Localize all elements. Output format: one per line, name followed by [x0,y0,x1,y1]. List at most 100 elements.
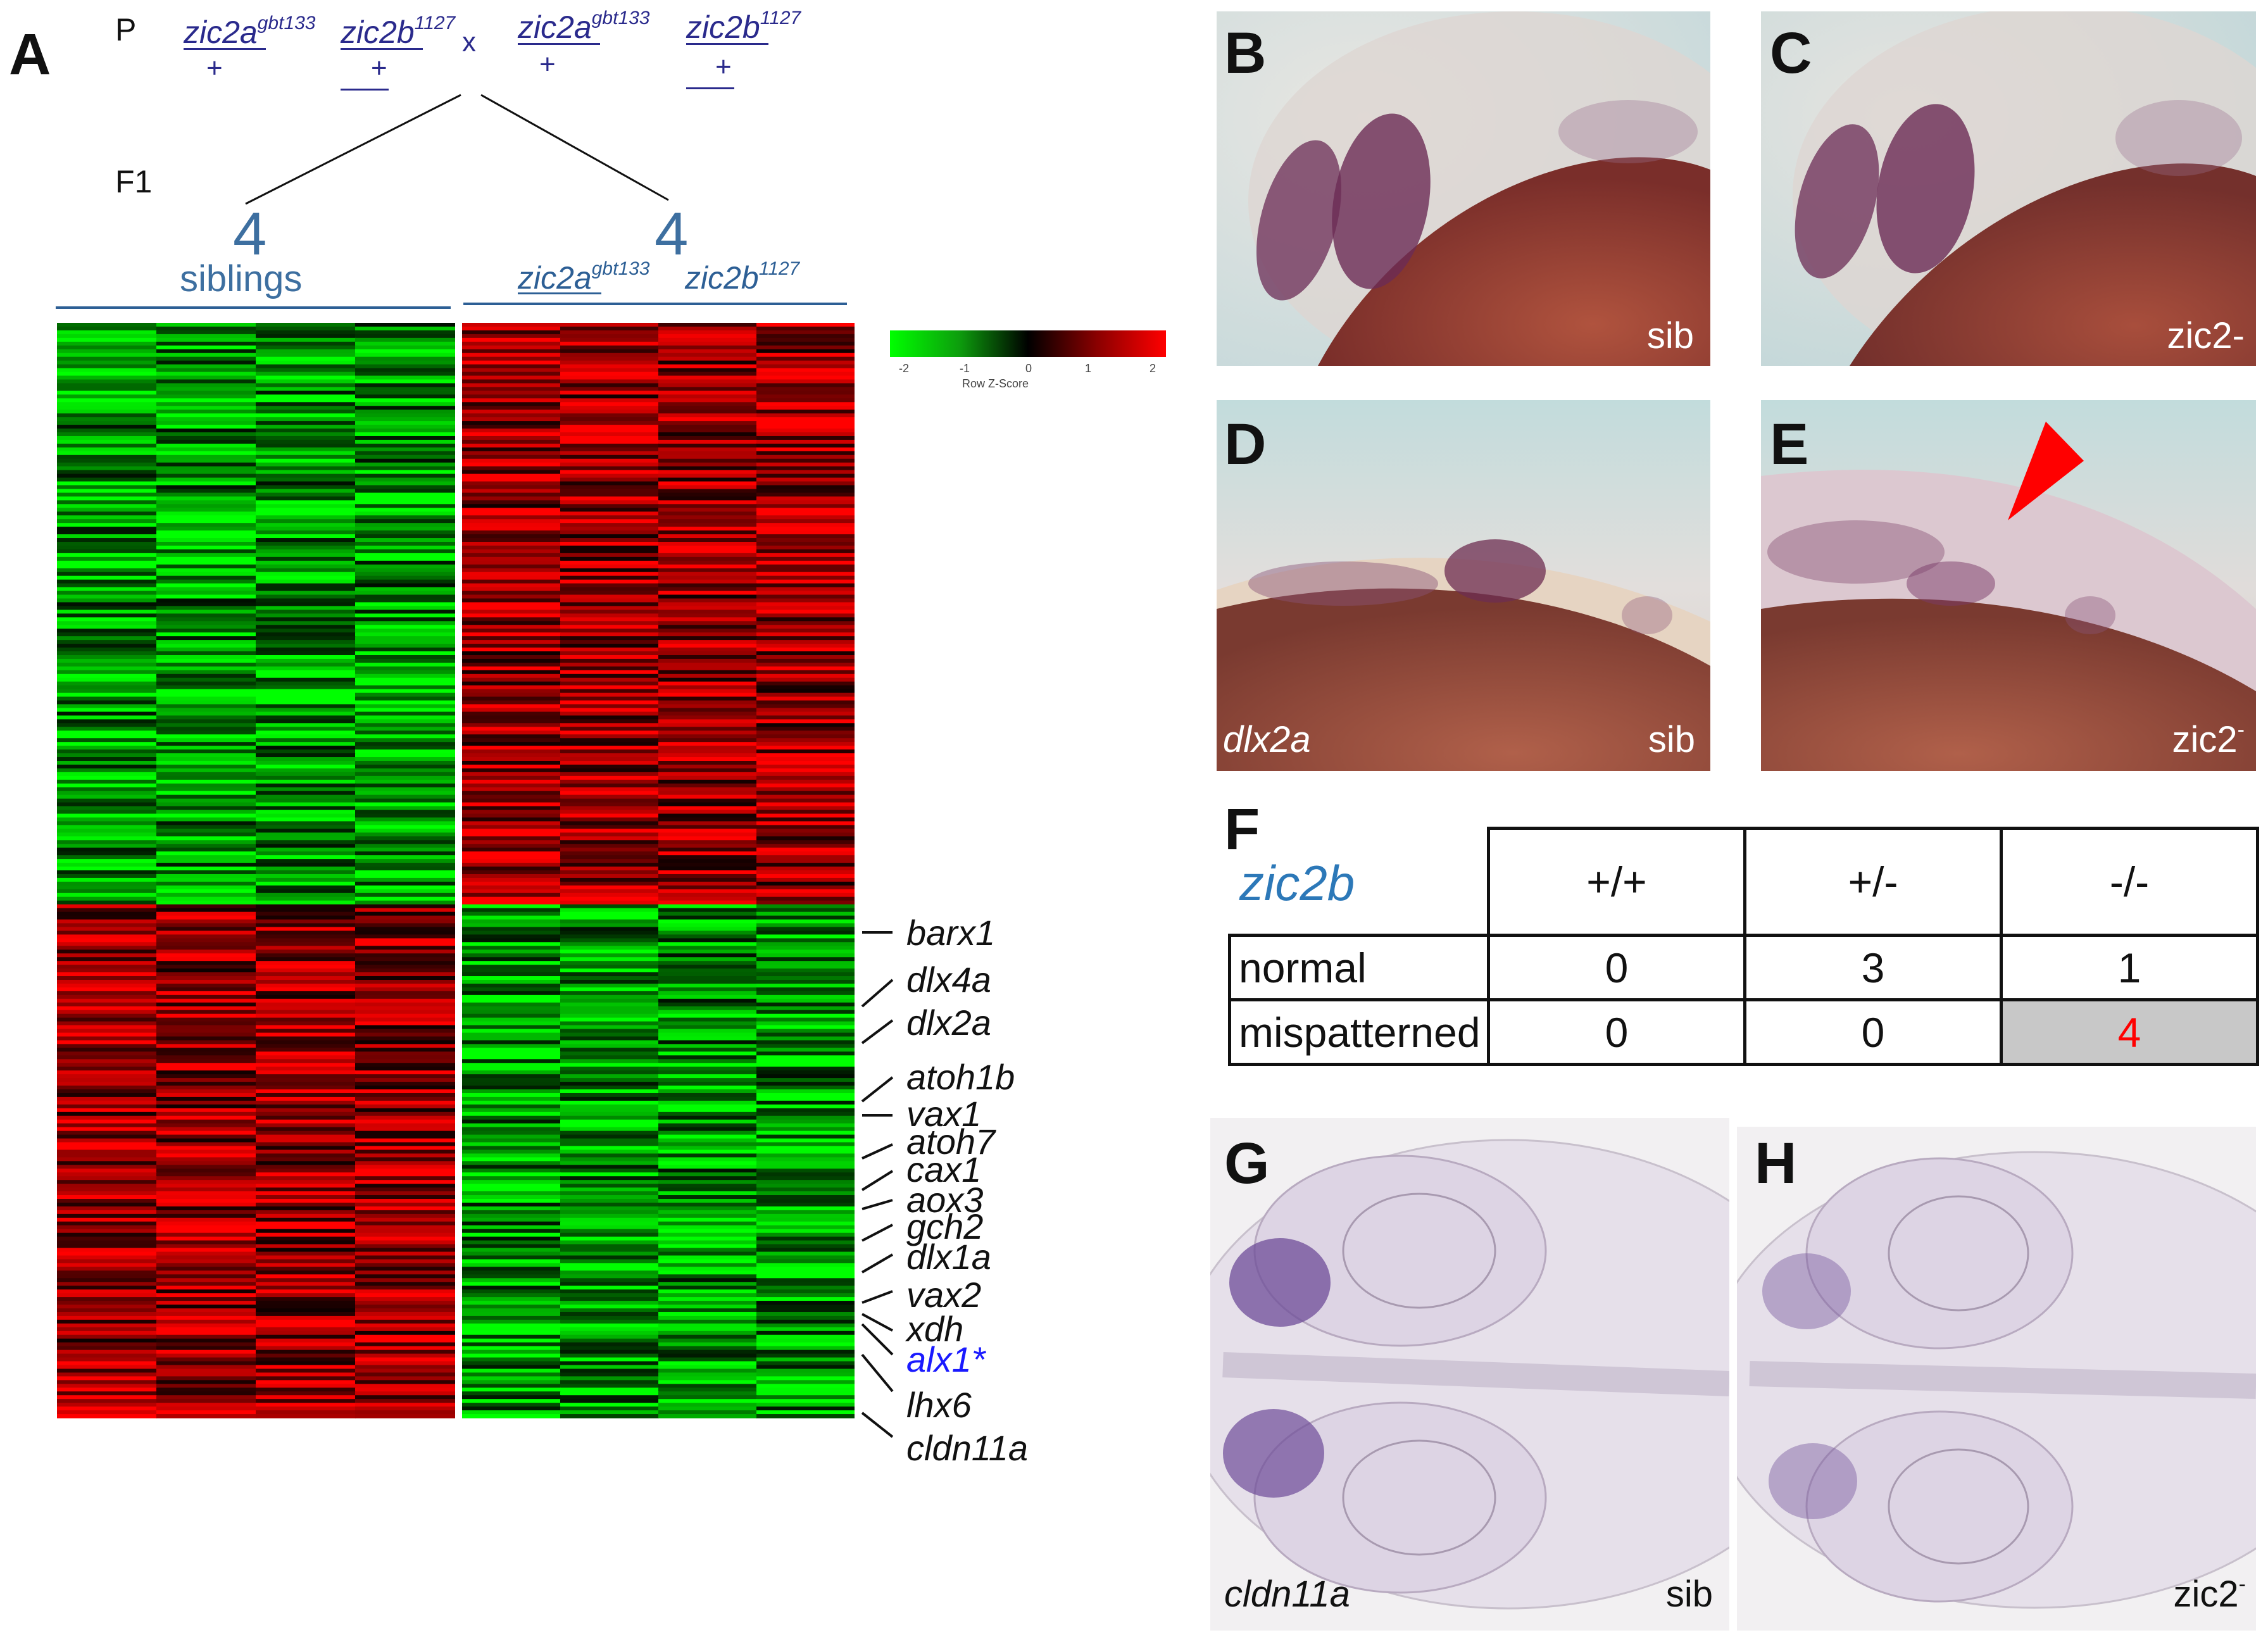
heatmap-cell [256,734,356,739]
heatmap-cell [756,1361,855,1366]
panel-label-a: A [9,22,51,87]
heatmap-cell [560,523,659,527]
heatmap-cell [256,1293,356,1298]
heatmap-cell [355,470,455,475]
heatmap-cell [756,855,855,860]
heatmap-cell [462,406,561,410]
heatmap-cell [756,930,855,936]
heatmap-cell [355,644,455,648]
heatmap-cell [355,587,455,592]
heatmap-cell [462,870,561,875]
gene-label-d: dlx2a [1223,719,1311,760]
heatmap-cell [156,466,256,471]
gene-label-lhx6: lhx6 [906,1385,972,1425]
heatmap-cell [256,738,356,742]
heatmap-cell [756,417,855,422]
heatmap-cell [462,961,561,965]
heatmap-cell [256,636,356,641]
heatmap-cell [462,632,561,637]
heatmap-cell [658,368,757,373]
heatmap-cell [156,775,256,780]
heatmap-cell [355,1410,455,1415]
heatmap-cell [560,794,659,799]
heatmap-cell [658,946,757,950]
heatmap-cell [756,466,855,471]
heatmap-cell [57,1100,157,1105]
heatmap-cell [57,391,157,395]
heatmap-cell [658,1248,757,1253]
heatmap-cell [462,644,561,648]
parent2-lower-line [341,89,389,91]
heatmap-cell [658,968,757,973]
heatmap-cell [560,621,659,625]
heatmap-cell [256,934,356,939]
heatmap-cell [756,1301,855,1305]
heatmap-cell [462,1240,561,1245]
heatmap-cell [355,877,455,882]
heatmap-cell [462,587,561,592]
heatmap-cell [57,1176,157,1181]
heatmap-cell [658,670,757,675]
heatmap-cell [756,1350,855,1355]
heatmap-cell [658,911,757,917]
heatmap-cell [658,1255,757,1260]
heatmap-cell [756,1259,855,1264]
heatmap-cell [355,848,455,852]
heatmap-cell [355,1384,455,1388]
heatmap-cell [462,1315,561,1320]
heatmap-cell [462,648,561,652]
heatmap-cell [756,1315,855,1320]
heatmap-cell [57,1308,157,1313]
heatmap-cell [756,443,855,448]
gene-label-vax2: vax2 [906,1275,982,1315]
heatmap-cell [462,421,561,425]
heatmap-cell [355,794,455,799]
heatmap-cell [462,1040,561,1045]
heatmap-cell [156,406,256,410]
heatmap-cell [256,334,356,339]
heatmap-cell [156,1025,256,1030]
heatmap-cell [756,447,855,452]
heatmap-cell [462,515,561,520]
heatmap-cell [256,1187,356,1192]
heatmap-cell [462,949,561,954]
panel-label-e: E [1770,412,1809,477]
heatmap-cell [560,817,659,822]
heatmap-cell [560,723,659,727]
heatmap-mutants [462,323,855,1419]
heatmap-cell [756,1104,855,1109]
heatmap-cell [560,1391,659,1396]
panel-label-d: D [1224,412,1267,477]
heatmap-cell [462,1403,561,1407]
heatmap-cell [658,825,757,829]
heatmap-cell [756,1161,855,1165]
heatmap-cell [256,606,356,610]
table-cell: 0 [1487,998,1746,1066]
heatmap-cell [560,368,659,373]
heatmap-cell [560,337,659,342]
heatmap-cell [462,432,561,437]
heatmap-cell [560,553,659,558]
heatmap-cell [156,1323,256,1328]
heatmap-cell [560,666,659,671]
heatmap-cell [658,575,757,580]
heatmap-cell [462,1184,561,1188]
heatmap-cell [462,617,561,622]
heatmap-cell [156,545,256,550]
heatmap-cell [560,651,659,656]
heatmap-cell [658,761,757,765]
heatmap-cell [658,658,757,663]
heatmap-cell [462,1372,561,1377]
heatmap-cell [560,1229,659,1234]
heatmap-cell [256,1244,356,1249]
heatmap-cell [756,1180,855,1184]
heatmap-cell [355,1063,455,1067]
heatmap-cell [462,345,561,350]
gene-label-dlx4a: dlx4a [906,960,991,999]
image-panel-h: zic2- [1737,1127,2256,1631]
heatmap-cell [256,1055,356,1060]
heatmap-cell [462,738,561,742]
heatmap-cell [57,549,157,554]
heatmap-cell [256,859,356,863]
heatmap-cell [256,704,356,709]
